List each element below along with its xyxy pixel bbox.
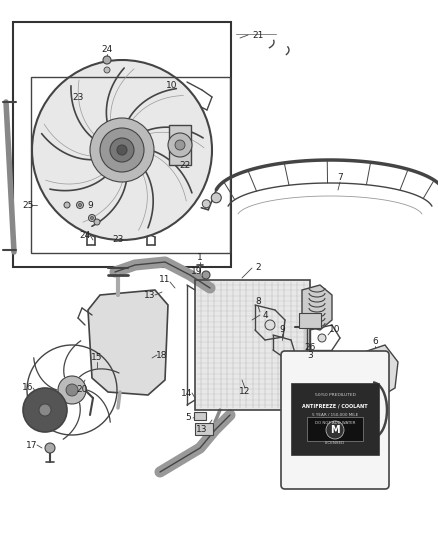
Bar bbox=[307, 417, 363, 441]
Text: 24: 24 bbox=[79, 230, 91, 239]
Text: 8: 8 bbox=[255, 297, 261, 306]
Bar bbox=[194, 412, 206, 420]
Text: 10: 10 bbox=[329, 326, 341, 335]
Text: 17: 17 bbox=[26, 440, 38, 449]
Circle shape bbox=[90, 118, 154, 182]
Text: 3: 3 bbox=[307, 351, 313, 359]
Polygon shape bbox=[348, 345, 398, 400]
Circle shape bbox=[32, 60, 212, 240]
Text: 25: 25 bbox=[22, 200, 34, 209]
Circle shape bbox=[45, 443, 55, 453]
Text: 11: 11 bbox=[159, 276, 171, 285]
Text: 21: 21 bbox=[252, 30, 264, 39]
Text: 12: 12 bbox=[239, 387, 251, 397]
Text: 15: 15 bbox=[91, 353, 103, 362]
Circle shape bbox=[23, 388, 67, 432]
Bar bbox=[169, 125, 191, 165]
Circle shape bbox=[110, 138, 134, 162]
Circle shape bbox=[100, 128, 144, 172]
Text: 14: 14 bbox=[181, 389, 193, 398]
Bar bbox=[291, 383, 379, 455]
Circle shape bbox=[94, 219, 100, 225]
Bar bbox=[195, 280, 310, 410]
Text: 9: 9 bbox=[279, 326, 285, 335]
Text: 6: 6 bbox=[372, 337, 378, 346]
Text: 10: 10 bbox=[166, 82, 178, 91]
Text: 5: 5 bbox=[185, 414, 191, 423]
Text: 18: 18 bbox=[156, 351, 168, 359]
Text: 13: 13 bbox=[144, 290, 156, 300]
Circle shape bbox=[103, 56, 111, 64]
Circle shape bbox=[117, 145, 127, 155]
Polygon shape bbox=[88, 290, 168, 395]
Circle shape bbox=[39, 404, 51, 416]
Text: 24: 24 bbox=[101, 45, 113, 54]
Circle shape bbox=[175, 140, 185, 150]
Circle shape bbox=[58, 376, 86, 404]
Circle shape bbox=[168, 133, 192, 157]
Text: DO NOT ADD WATER: DO NOT ADD WATER bbox=[315, 421, 355, 425]
Circle shape bbox=[78, 204, 81, 206]
Text: 19: 19 bbox=[191, 268, 203, 277]
Text: 23: 23 bbox=[112, 236, 124, 245]
Circle shape bbox=[326, 421, 344, 439]
Circle shape bbox=[318, 334, 326, 342]
Text: M: M bbox=[330, 425, 340, 435]
Circle shape bbox=[265, 320, 275, 330]
Text: 22: 22 bbox=[180, 160, 191, 169]
Circle shape bbox=[88, 214, 95, 222]
Circle shape bbox=[66, 384, 78, 396]
Bar bbox=[13, 22, 231, 267]
Bar bbox=[195, 423, 213, 435]
Bar bbox=[299, 313, 321, 328]
Text: ANTIFREEZE / COOLANT: ANTIFREEZE / COOLANT bbox=[302, 403, 368, 408]
FancyBboxPatch shape bbox=[281, 351, 389, 489]
Bar bbox=[195, 280, 310, 410]
Text: 16: 16 bbox=[22, 384, 34, 392]
Text: 26: 26 bbox=[304, 343, 316, 352]
Text: 2: 2 bbox=[255, 263, 261, 272]
Text: 4: 4 bbox=[262, 311, 268, 319]
Circle shape bbox=[64, 202, 70, 208]
Text: 9: 9 bbox=[87, 200, 93, 209]
Circle shape bbox=[104, 67, 110, 73]
Text: 5 YEAR / 150,000 MILE: 5 YEAR / 150,000 MILE bbox=[312, 413, 358, 417]
Circle shape bbox=[202, 271, 210, 279]
Circle shape bbox=[77, 201, 84, 208]
Circle shape bbox=[202, 200, 210, 208]
Text: 13: 13 bbox=[196, 425, 208, 434]
Text: 7: 7 bbox=[337, 174, 343, 182]
Text: 20: 20 bbox=[76, 385, 88, 394]
Text: 1: 1 bbox=[197, 254, 203, 262]
Text: LICENSED: LICENSED bbox=[325, 441, 345, 445]
Text: 50/50 PREDILUTED: 50/50 PREDILUTED bbox=[314, 393, 356, 397]
Circle shape bbox=[91, 216, 93, 220]
Polygon shape bbox=[302, 285, 332, 330]
Circle shape bbox=[211, 193, 221, 203]
Text: 23: 23 bbox=[72, 93, 84, 102]
